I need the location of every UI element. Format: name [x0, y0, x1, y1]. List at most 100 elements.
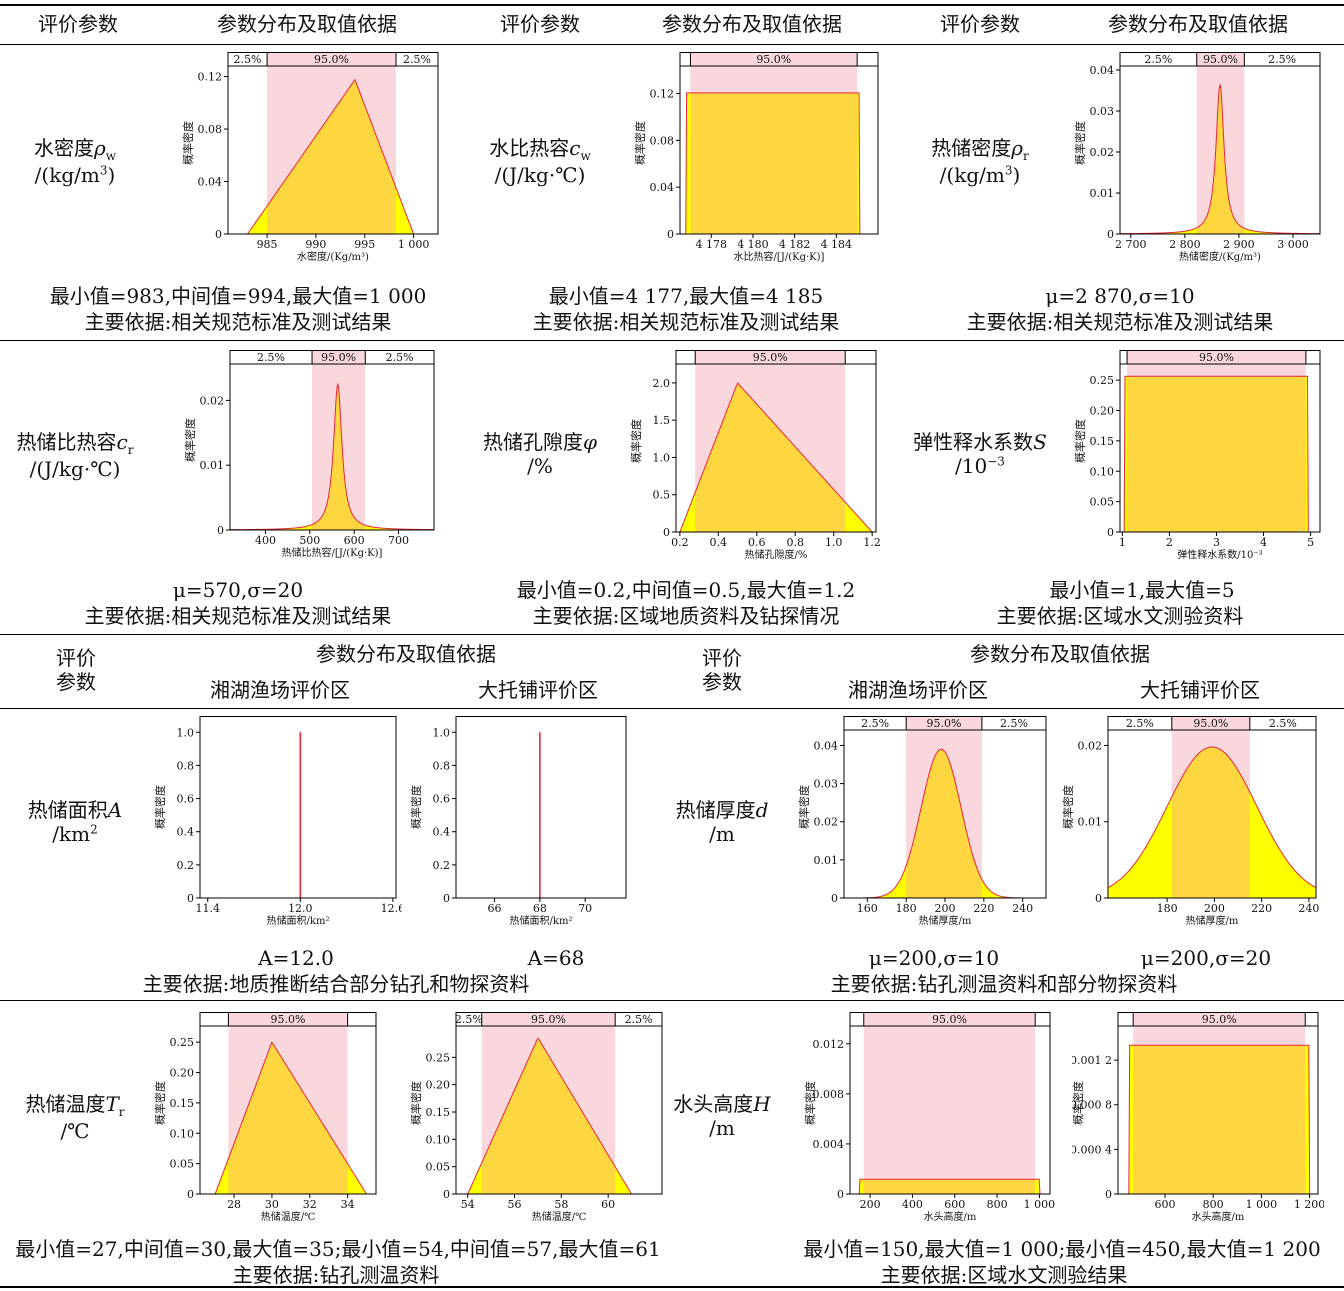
x-axis-label: 水比热容/[J/(Kg·K)] [734, 250, 825, 263]
y-tick-label: 0.8 [433, 759, 451, 772]
x-tick-label: 60 [601, 1198, 615, 1211]
band-label: 95.0% [927, 717, 962, 730]
y-axis-label: 概率密度 [1062, 785, 1075, 829]
y-tick-label: 0.02 [814, 816, 839, 829]
param-label-water-heat: 水比热容cw /(J/kg·℃) [489, 136, 591, 188]
x-tick-label: 34 [341, 1198, 355, 1211]
density-area [481, 1037, 616, 1194]
x-tick-label: 4 180 [737, 238, 769, 251]
y-tick-label: 0.6 [433, 793, 451, 806]
band-label: 2.5% [1268, 53, 1296, 66]
header-region-2a: 大托铺评价区 [478, 678, 598, 702]
band-label: 2.5% [234, 53, 262, 66]
y-tick-label: 0.25 [1090, 374, 1115, 387]
y-tick-label: 0.5 [653, 489, 671, 502]
y-tick-label: 0 [837, 1188, 844, 1201]
x-tick-label: 4 178 [696, 238, 728, 251]
param-label-thickness: 热储厚度d /m [675, 798, 769, 846]
density-area [690, 92, 858, 234]
plot-frame [455, 716, 627, 899]
x-axis-label: 热储面积/km² [510, 914, 573, 927]
x-tick-label: 240 [1012, 902, 1033, 915]
x-tick-label: 220 [1251, 902, 1272, 915]
y-axis-label: 概率密度 [798, 785, 811, 829]
y-tick-label: 0 [1107, 228, 1114, 241]
param-label-area: 热储面积A /km2 [27, 798, 123, 846]
x-tick-label: 56 [508, 1198, 522, 1211]
x-tick-label: 3 [1213, 536, 1220, 549]
x-tick-label: 700 [388, 534, 409, 547]
x-axis-label: 热储密度/(Kg/m³) [1179, 250, 1261, 263]
x-axis-label: 热储比热容/[J/(Kg·K)] [282, 546, 383, 559]
x-tick-label: 800 [987, 1198, 1008, 1211]
header-region-1b: 湘湖渔场评价区 [848, 678, 988, 702]
band-label: 2.5% [1144, 53, 1172, 66]
y-tick-label: 0.02 [1078, 739, 1103, 752]
y-tick-label: 0.10 [1090, 465, 1115, 478]
basis-water-density: 主要依据:相关规范标准及测试结果 [84, 310, 392, 334]
y-tick-label: 0.001 2 [1072, 1054, 1112, 1067]
row-rule-1 [0, 340, 1344, 341]
x-axis-label: 水头高度/m [924, 1210, 977, 1223]
x-tick-label: 180 [1157, 902, 1178, 915]
y-tick-label: 0.10 [426, 1133, 451, 1146]
band-label: 95.0% [756, 53, 791, 66]
x-tick-label: 30 [265, 1198, 279, 1211]
x-tick-label: 400 [902, 1198, 923, 1211]
basis-thickness: 主要依据:钻孔测温资料和部分物探资料 [830, 972, 1178, 996]
y-tick-label: 0 [1105, 1188, 1112, 1201]
x-tick-label: 985 [257, 238, 278, 251]
y-tick-label: 0.01 [814, 854, 839, 867]
row-rule-3 [0, 1000, 1344, 1001]
x-tick-label: 28 [227, 1198, 241, 1211]
y-tick-label: 0 [1107, 526, 1114, 539]
y-tick-label: 0.4 [433, 826, 451, 839]
y-tick-label: 0.04 [650, 181, 675, 194]
y-tick-label: 0.04 [198, 176, 223, 189]
y-tick-label: 0.000 4 [1072, 1143, 1112, 1156]
density-curve [680, 92, 878, 235]
y-tick-label: 0.12 [650, 87, 675, 100]
y-tick-label: 0 [187, 892, 194, 905]
density-area [312, 384, 366, 530]
density-area [1196, 84, 1245, 234]
param-label-head: 水头高度H /m [673, 1092, 771, 1140]
y-tick-label: 0.012 [813, 1038, 845, 1051]
basis-area: 主要依据:地质推断结合部分钻孔和物探资料 [142, 972, 530, 996]
density-area [1171, 746, 1250, 898]
y-tick-label: 0.6 [177, 793, 195, 806]
x-axis-label: 水头高度/m [1192, 1210, 1245, 1223]
y-tick-label: 0.20 [170, 1067, 195, 1080]
density-curve [1120, 375, 1320, 533]
chart-porosity: 95.0% 0 0.5 1.0 1.5 2.0 0.2 0.4 0.6 0.8 1.0 1.2 热储孔隙… [630, 350, 881, 561]
y-tick-label: 0.08 [650, 134, 675, 147]
x-tick-label: 200 [1204, 902, 1225, 915]
stats-head: 最小值=150,最大值=1 000;最小值=450,最大值=1 200 [803, 1237, 1321, 1261]
y-tick-label: 0.02 [200, 394, 225, 407]
x-tick-label: 1 000 [398, 238, 430, 251]
y-tick-label: 0.05 [170, 1158, 195, 1171]
density-area [1127, 376, 1306, 532]
x-tick-label: 1 000 [1024, 1198, 1056, 1211]
x-tick-label: 0.4 [710, 536, 728, 549]
plot-frame [679, 52, 879, 235]
x-tick-label: 200 [935, 902, 956, 915]
density-area [1133, 1045, 1306, 1194]
x-tick-label: 2 700 [1115, 238, 1147, 251]
density-curve [1119, 84, 1321, 235]
y-tick-label: 0.15 [426, 1106, 451, 1119]
band-label: 95.0% [1193, 717, 1228, 730]
basis-head: 主要依据:区域水文测验结果 [880, 1263, 1128, 1287]
header-dist-4: 参数分布及取值依据 [316, 642, 496, 666]
y-tick-label: 0.08 [198, 123, 223, 136]
band-label: 2.5% [386, 351, 414, 364]
y-tick-label: 0.02 [1090, 146, 1115, 159]
y-tick-label: 0.008 [813, 1088, 845, 1101]
y-tick-label: 0.8 [177, 759, 195, 772]
y-tick-label: 0.2 [433, 859, 451, 872]
y-tick-label: 1.0 [433, 726, 451, 739]
y-tick-label: 0.04 [1090, 64, 1115, 77]
band-label: 95.0% [1203, 53, 1238, 66]
band-label: 95.0% [531, 1013, 566, 1026]
density-curve [850, 1178, 1050, 1195]
